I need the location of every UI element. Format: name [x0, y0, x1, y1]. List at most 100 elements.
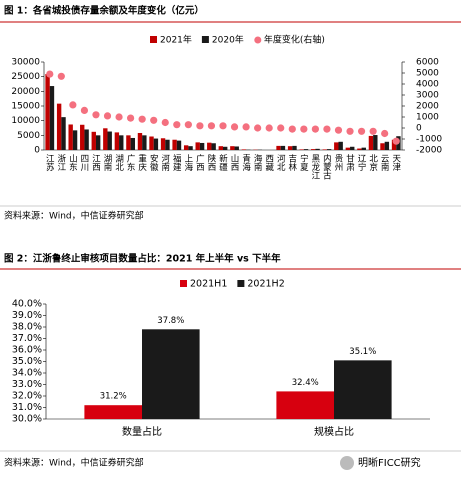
y2-tick-label: 0 [416, 124, 422, 134]
bar [350, 146, 355, 150]
legend-swatch [150, 36, 157, 43]
bar [199, 142, 205, 150]
y-tick-label: 5000 [17, 131, 40, 141]
x-tick-label: 吉林 [287, 154, 297, 172]
x-tick-label: 陕西 [206, 153, 216, 172]
bar [276, 145, 281, 150]
x-tick-label: 黑龙江 [310, 154, 320, 180]
bar [72, 130, 78, 150]
bar [211, 143, 216, 150]
y-tick-label: 10000 [11, 116, 40, 126]
bar [303, 149, 309, 150]
x-tick-label: 四川 [79, 154, 89, 171]
x-tick-label: 山西 [229, 153, 239, 172]
point [346, 127, 354, 135]
x-tick-label: 江苏 [44, 154, 54, 172]
point [288, 125, 296, 133]
x-tick-label: 数量占比 [122, 425, 162, 438]
point [138, 115, 146, 123]
bar [56, 103, 62, 150]
legend-label: 2021H2 [247, 279, 284, 290]
bar [380, 143, 385, 150]
point [219, 122, 227, 130]
bar [384, 141, 390, 150]
bar [114, 132, 120, 150]
bar [310, 149, 316, 150]
y-tick-label: 25000 [11, 72, 40, 82]
y-tick-label: 15000 [11, 102, 40, 112]
point [161, 118, 169, 127]
legend-label: 2021H1 [190, 279, 227, 290]
x-tick-label: 湖北 [114, 154, 124, 172]
point [150, 116, 158, 124]
point [92, 111, 100, 119]
point [265, 124, 273, 132]
bar [149, 136, 154, 150]
bar [45, 74, 50, 150]
x-tick-label: 广东 [125, 153, 135, 171]
figure-title: 图 2：江浙鲁终止审核项目数量占比：2021 年上半年 vs 下半年 [4, 253, 281, 265]
point [381, 129, 389, 138]
bar [241, 149, 247, 150]
bar [334, 360, 392, 419]
bar [153, 138, 159, 150]
point [323, 125, 331, 133]
y2-tick-label: 1000 [416, 113, 439, 123]
bar [188, 146, 193, 150]
value-label: 32.4% [292, 378, 319, 388]
bar [107, 131, 112, 150]
value-label: 37.8% [157, 316, 184, 326]
bar [299, 149, 304, 150]
y-tick-label: 0 [34, 146, 40, 156]
point [184, 121, 192, 129]
point [207, 122, 216, 130]
point [242, 123, 250, 131]
x-tick-label: 规模占比 [314, 425, 354, 438]
point [311, 125, 319, 133]
bar [84, 129, 89, 150]
bar [195, 142, 200, 150]
figure-title: 图 1：各省城投债存量余额及年度变化（亿元） [4, 5, 204, 17]
bar [142, 135, 147, 150]
bar [165, 139, 170, 150]
point [69, 101, 77, 109]
y-tick-label: 37.0% [12, 333, 42, 344]
y2-tick-label: -2000 [416, 146, 442, 156]
bar [68, 124, 73, 150]
x-tick-label: 江西 [90, 154, 100, 172]
x-tick-label: 新疆 [218, 153, 228, 172]
y-tick-label: 36.0% [12, 345, 42, 356]
y-tick-label: 33.0% [12, 379, 42, 390]
y-tick-label: 32.0% [12, 391, 42, 402]
y-tick-label: 34.0% [12, 368, 42, 379]
legend-swatch [201, 36, 209, 43]
x-tick-label: 广西 [194, 153, 204, 172]
y-tick-label: 35.0% [12, 356, 42, 367]
y-tick-label: 31.0% [12, 402, 42, 413]
point [230, 123, 239, 131]
y2-tick-label: 2000 [416, 102, 439, 112]
point [80, 106, 89, 114]
bar [368, 135, 374, 150]
bar [218, 146, 223, 150]
bar [130, 137, 136, 150]
x-tick-label: 内蒙古 [321, 153, 331, 180]
point [46, 70, 54, 78]
bar [95, 135, 101, 150]
bar [183, 145, 189, 150]
point [254, 124, 262, 132]
bar [361, 147, 366, 150]
point [369, 127, 377, 135]
x-tick-label: 宁夏 [298, 153, 308, 171]
x-tick-label: 河南 [160, 153, 170, 171]
bar [49, 86, 55, 150]
x-tick-label: 云南 [379, 154, 389, 171]
bar [345, 147, 351, 150]
point [115, 113, 123, 121]
x-tick-label: 天津 [391, 154, 401, 172]
bar [84, 405, 142, 419]
x-tick-label: 上海 [183, 154, 193, 172]
legend-label: 年度变化(右轴) [264, 34, 325, 46]
point [300, 125, 308, 133]
